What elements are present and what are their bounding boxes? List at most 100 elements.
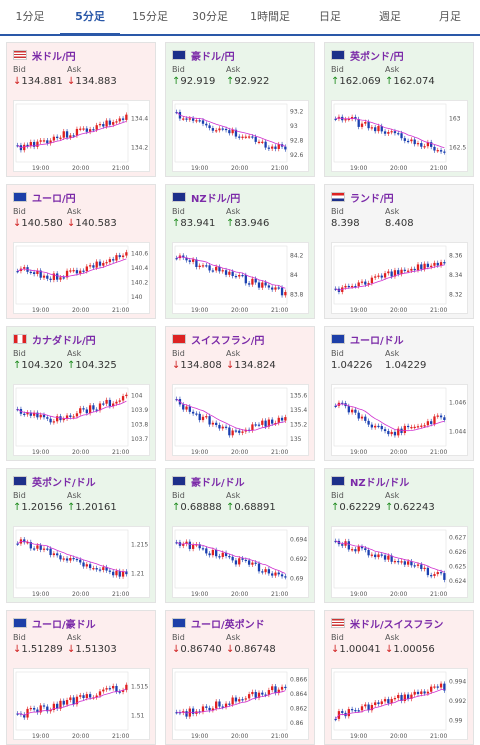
mini-chart[interactable]: 0.627 0.626 0.625 0.624 19:00 20:00 21:00: [331, 526, 468, 598]
candle: [32, 272, 36, 274]
rate-card[interactable]: カナダドル/円 Bid Ask ↑104.320 ↑104.325 104 103.9 103…: [6, 326, 156, 461]
x-tick-label: 21:00: [430, 591, 447, 598]
pair-name[interactable]: ユーロ/円: [32, 193, 76, 205]
mini-chart[interactable]: 140.6 140.4 140.2 140 19:00 20:00 21:00: [13, 242, 150, 314]
ask-value: ↓1.00056: [385, 644, 435, 655]
x-tick-label: 20:00: [390, 165, 407, 172]
mini-chart[interactable]: 0.866 0.864 0.862 0.86 19:00 20:00 21:00: [172, 668, 309, 740]
mini-chart[interactable]: 93.2 93 92.8 92.6 19:00 20:00 21:00: [172, 100, 309, 172]
timeframe-tabs: 1分足 5分足 15分足 30分足 1時間足 日足 週足 月足: [0, 0, 480, 36]
pair-name[interactable]: 豪ドル/ドル: [191, 477, 245, 489]
mini-chart[interactable]: 163 162.5 19:00 20:00 21:00: [331, 100, 468, 172]
candle: [334, 288, 337, 290]
down-arrow-icon: ↓: [67, 218, 76, 229]
candle: [23, 144, 26, 151]
rate-card[interactable]: NZドル/ドル Bid Ask ↑0.62229 ↑0.62243 0.627 0.626 0…: [324, 468, 474, 603]
pair-name[interactable]: 豪ドル/円: [191, 51, 235, 63]
candle: [16, 713, 19, 715]
tab-5[interactable]: 日足: [319, 10, 341, 23]
candle: [234, 276, 238, 278]
candle: [247, 694, 251, 699]
pair-name[interactable]: カナダドル/円: [32, 335, 96, 347]
tab-1[interactable]: 5分足: [60, 0, 120, 36]
candle: [228, 556, 231, 558]
mini-chart[interactable]: 104 103.9 103.8 103.7 19:00 20:00 21:00: [13, 384, 150, 456]
candle: [23, 714, 26, 718]
mini-chart[interactable]: 0.994 0.992 0.99 19:00 20:00 21:00: [331, 668, 468, 740]
candle: [341, 544, 344, 546]
pair-name[interactable]: ユーロ/豪ドル: [32, 619, 96, 631]
rate-card[interactable]: ユーロ/豪ドル Bid Ask ↓1.51289 ↓1.51303 1.515 1.51 19…: [6, 610, 156, 745]
candle: [416, 691, 420, 694]
candle: [59, 700, 62, 709]
tab-7[interactable]: 月足: [439, 10, 461, 23]
mini-chart[interactable]: 1.215 1.21 19:00 20:00 21:00: [13, 526, 150, 598]
moving-average-line: [17, 541, 127, 573]
candle: [42, 140, 46, 142]
rate-card[interactable]: ユーロ/英ポンド Bid Ask ↓0.86740 ↓0.86748 0.866 0.864…: [165, 610, 315, 745]
candle: [277, 287, 280, 289]
rate-card[interactable]: 豪ドル/ドル Bid Ask ↑0.68888 ↑0.68891 0.694 0.692 0.…: [165, 468, 315, 603]
rate-card[interactable]: 英ポンド/円 Bid Ask ↑162.069 ↑162.074 163 162.5 19:0…: [324, 42, 474, 177]
card-header: ランド/円: [331, 189, 467, 205]
candle: [59, 137, 62, 139]
rate-card[interactable]: 米ドル/スイスフラン Bid Ask ↓1.00041 ↓1.00056 0.994 0.9…: [324, 610, 474, 745]
tab-4[interactable]: 1時間足: [250, 10, 290, 23]
bid-value: ↑1.20156: [13, 502, 63, 513]
rate-card[interactable]: 豪ドル/円 Bid Ask ↑92.919 ↑92.922 93.2 93 92.8 92.6 1…: [165, 42, 315, 177]
x-tick-label: 20:00: [390, 449, 407, 456]
candle: [380, 425, 383, 430]
rate-card[interactable]: ユーロ/円 Bid Ask ↓140.580 ↓140.583 140.6 140.4 140…: [6, 184, 156, 319]
pair-name[interactable]: ユーロ/英ポンド: [191, 619, 265, 631]
pair-name[interactable]: NZドル/円: [191, 193, 241, 205]
mini-chart[interactable]: 135.6 135.4 135.2 135 19:00 20:00 21:00: [172, 384, 309, 456]
tab-6[interactable]: 週足: [379, 10, 401, 23]
y-tick-label: 0.99: [449, 717, 463, 724]
tab-2[interactable]: 15分足: [132, 10, 168, 23]
y-tick-label: 92.8: [290, 137, 304, 144]
mini-chart[interactable]: 84.2 84 83.8 19:00 20:00 21:00: [172, 242, 309, 314]
tab-0[interactable]: 1分足: [15, 10, 45, 23]
rate-card[interactable]: 米ドル/円 Bid Ask ↓134.881 ↓134.883 134.4 134.2 19:…: [6, 42, 156, 177]
bid-ask-values: 1.04226 1.04229: [331, 360, 467, 371]
mini-chart[interactable]: 0.694 0.692 0.69 19:00 20:00 21:00: [172, 526, 309, 598]
rate-card[interactable]: スイスフラン/円 Bid Ask ↓134.808 ↓134.824 135.6 135.4…: [165, 326, 315, 461]
candle: [416, 264, 420, 271]
bid-ask-labels: Bid Ask: [331, 633, 467, 642]
pair-name[interactable]: ユーロ/ドル: [350, 335, 404, 347]
pair-name[interactable]: ランド/円: [350, 193, 394, 205]
pair-name[interactable]: 米ドル/円: [32, 51, 76, 63]
x-tick-label: 19:00: [32, 591, 49, 598]
pair-name[interactable]: NZドル/ドル: [350, 477, 410, 489]
pair-name[interactable]: 英ポンド/ドル: [32, 477, 96, 489]
bid-ask-values: ↑83.941 ↑83.946: [172, 218, 308, 229]
x-tick-label: 20:00: [390, 733, 407, 740]
mini-chart[interactable]: 134.4 134.2 19:00 20:00 21:00: [13, 100, 150, 172]
candle: [370, 704, 374, 711]
candle: [85, 409, 88, 414]
moving-average-line: [335, 264, 445, 291]
candle: [374, 554, 377, 558]
candle: [32, 548, 36, 550]
bid-ask-values: ↓140.580 ↓140.583: [13, 218, 149, 229]
rate-card[interactable]: NZドル/円 Bid Ask ↑83.941 ↑83.946 84.2 84 83.8 19:0…: [165, 184, 315, 319]
tab-3[interactable]: 30分足: [192, 10, 228, 23]
mini-chart[interactable]: 8.36 8.34 8.32 19:00 20:00 21:00: [331, 242, 468, 314]
candle: [367, 121, 370, 129]
mini-chart[interactable]: 1.515 1.51 19:00 20:00 21:00: [13, 668, 150, 740]
flag-icon: [172, 476, 186, 486]
candle: [49, 140, 52, 144]
mini-chart[interactable]: 1.046 1.044 19:00 20:00 21:00: [331, 384, 468, 456]
candle: [374, 702, 377, 705]
x-tick-label: 20:00: [231, 733, 248, 740]
pair-name[interactable]: 英ポンド/円: [350, 51, 404, 63]
ask-value: ↑104.325: [67, 360, 117, 371]
candle: [59, 277, 62, 280]
pair-name[interactable]: スイスフラン/円: [191, 335, 265, 347]
rate-card[interactable]: 英ポンド/ドル Bid Ask ↑1.20156 ↑1.20161 1.215 1.21 19…: [6, 468, 156, 603]
moving-average-line: [176, 256, 286, 289]
y-tick-label: 103.8: [131, 421, 148, 428]
rate-card[interactable]: ユーロ/ドル Bid Ask 1.04226 1.04229 1.046 1.044 19:0…: [324, 326, 474, 461]
rate-card[interactable]: ランド/円 Bid Ask 8.398 8.408 8.36 8.34 8.32 19:00 20…: [324, 184, 474, 319]
pair-name[interactable]: 米ドル/スイスフラン: [350, 619, 444, 631]
